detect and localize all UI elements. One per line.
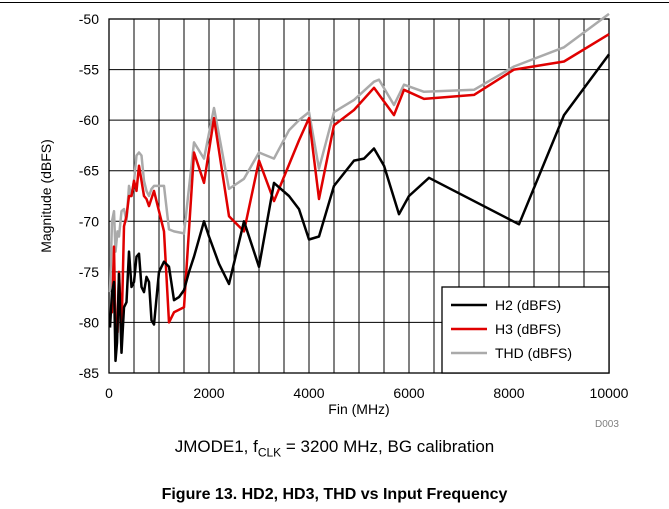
y-axis-tick-labels: -50 -55 -60 -65 -70 -75 -80 -85 (79, 11, 99, 381)
x-axis-label: Fin (MHz) (328, 401, 389, 417)
legend-label-h2: H2 (dBFS) (495, 297, 561, 313)
caption-suffix: = 3200 MHz, BG calibration (281, 437, 495, 456)
x-axis-tick-labels: 0 2000 4000 6000 8000 10000 (105, 385, 629, 401)
y-tick-label: -50 (79, 11, 99, 27)
y-tick-label: -85 (79, 365, 99, 381)
x-tick-label: 0 (105, 385, 113, 401)
y-axis-label: Magnitude (dBFS) (38, 139, 54, 253)
x-tick-label: 2000 (193, 385, 224, 401)
x-tick-label: 10000 (590, 385, 629, 401)
chart-grid (109, 19, 609, 373)
chart-caption: JMODE1, fCLK = 3200 MHz, BG calibration (0, 437, 669, 459)
caption-prefix: JMODE1, f (174, 437, 258, 456)
x-tick-label: 4000 (293, 385, 324, 401)
series-layer (108, 12, 611, 363)
y-tick-label: -55 (79, 62, 99, 78)
plot-border (108, 18, 610, 374)
y-tick-label: -60 (79, 112, 99, 128)
figure-title: Figure 13. HD2, HD3, THD vs Input Freque… (161, 486, 508, 503)
y-tick-label: -80 (79, 314, 99, 330)
top-rule (0, 2, 669, 3)
legend-label-h3: H3 (dBFS) (495, 321, 561, 337)
y-tick-label: -70 (79, 213, 99, 229)
y-tick-label: -65 (79, 163, 99, 179)
series-line-h2 (108, 53, 611, 363)
chart-id: D003 (595, 419, 619, 430)
y-tick-label: -75 (79, 264, 99, 280)
legend-label-thd: THD (dBFS) (495, 345, 572, 361)
x-tick-label: 8000 (493, 385, 524, 401)
caption-subscript: CLK (257, 445, 282, 460)
x-tick-label: 6000 (393, 385, 424, 401)
series-line-h3 (110, 33, 610, 334)
chart-legend: H2 (dBFS) H3 (dBFS) THD (dBFS) (441, 286, 610, 374)
line-chart: 0 2000 4000 6000 8000 10000 -50 -55 -60 -65 -70 -7… (38, 11, 629, 417)
